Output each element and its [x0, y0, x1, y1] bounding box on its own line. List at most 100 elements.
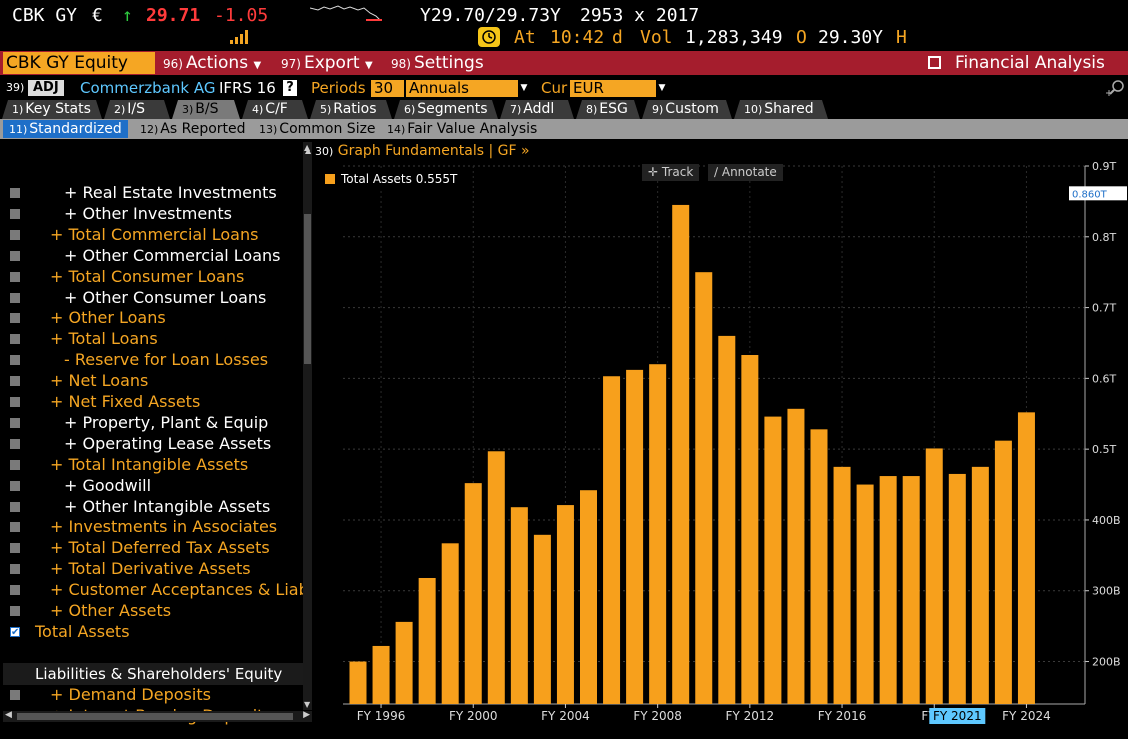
bar[interactable]	[833, 466, 851, 704]
bar[interactable]	[787, 408, 805, 704]
line-item-row[interactable]: + Other Intangible Assets	[3, 496, 303, 517]
security-field[interactable]: CBK GY Equity	[3, 52, 155, 74]
checkbox[interactable]	[10, 522, 20, 533]
legend-label[interactable]: Total Assets 0.555T	[340, 172, 458, 186]
export-menu[interactable]: 97) Export ▼	[281, 51, 373, 75]
line-item-row[interactable]: + Other Loans	[3, 307, 303, 328]
annotate-button[interactable]: ∕ Annotate	[708, 164, 783, 181]
checkbox[interactable]	[10, 606, 20, 616]
checkbox[interactable]	[10, 459, 20, 470]
line-item-row[interactable]: + Customer Acceptances & Liab	[3, 579, 309, 600]
vertical-scrollbar[interactable]: ▲ ▼	[303, 142, 312, 710]
tab-custom[interactable]: 9) Custom	[642, 100, 732, 119]
tab-esg[interactable]: 8) ESG	[576, 100, 640, 119]
checkbox[interactable]	[10, 355, 20, 366]
line-item-row[interactable]: Total Assets	[3, 621, 303, 643]
bar[interactable]	[695, 272, 713, 704]
bar[interactable]	[580, 490, 597, 704]
scroll-right-icon[interactable]: ▶	[303, 710, 310, 720]
line-item-row[interactable]: + Total Deferred Tax Assets	[3, 537, 303, 558]
line-item-row[interactable]: + Total Commercial Loans	[3, 224, 303, 245]
checkbox[interactable]	[10, 690, 20, 700]
track-button[interactable]: ✛ Track	[642, 164, 700, 181]
bar[interactable]	[856, 484, 874, 704]
line-item-row[interactable]: + Total Derivative Assets	[3, 558, 303, 579]
checkbox[interactable]	[10, 188, 20, 198]
line-item-row[interactable]: + Goodwill	[3, 475, 303, 496]
bar[interactable]	[533, 534, 551, 704]
tab-segments[interactable]: 6) Segments	[394, 100, 498, 119]
tab-standardized[interactable]: 11) Standardized	[3, 120, 128, 138]
bar[interactable]	[349, 661, 367, 704]
bar[interactable]	[487, 451, 505, 704]
line-item-row[interactable]: + Real Estate Investments	[3, 182, 303, 203]
bar[interactable]	[510, 507, 528, 704]
tab-ratios[interactable]: 5) Ratios	[310, 100, 392, 119]
tab-cash-flow[interactable]: 4) C/F	[242, 100, 308, 119]
scrollbar-thumb[interactable]	[17, 713, 293, 720]
bar[interactable]	[626, 369, 644, 704]
bar[interactable]	[464, 483, 482, 704]
checkbox[interactable]	[10, 334, 20, 345]
bar[interactable]	[994, 440, 1012, 704]
bar[interactable]	[925, 448, 943, 704]
horizontal-scrollbar[interactable]: ◀ ▶	[3, 710, 312, 722]
bar[interactable]	[395, 621, 413, 704]
checkbox[interactable]	[10, 397, 20, 407]
line-item-row[interactable]: + Net Loans	[3, 370, 303, 391]
bar[interactable]	[810, 429, 828, 704]
bar[interactable]	[1017, 412, 1035, 704]
checkbox[interactable]	[10, 438, 20, 449]
checkbox[interactable]	[10, 480, 20, 491]
tab-as-reported[interactable]: 12) As Reported	[140, 120, 246, 138]
tab-addl[interactable]: 7) Addl	[500, 100, 574, 119]
checkbox[interactable]	[10, 564, 20, 575]
bar[interactable]	[971, 466, 989, 704]
currency-select[interactable]: EUR ▼	[570, 80, 668, 97]
checkbox[interactable]	[10, 501, 20, 512]
checkbox[interactable]	[10, 622, 20, 643]
line-item-row[interactable]: + Net Fixed Assets	[3, 391, 303, 412]
tab-balance-sheet[interactable]: 3) B/S	[172, 100, 240, 119]
help-icon[interactable]: ?	[283, 80, 297, 96]
bar[interactable]	[902, 476, 920, 704]
bar[interactable]	[718, 335, 736, 704]
checkbox[interactable]	[10, 543, 20, 554]
periods-input[interactable]: 30	[371, 80, 404, 97]
financial-analysis-link[interactable]: Financial Analysis	[928, 51, 1105, 75]
bar[interactable]	[879, 476, 897, 704]
scrollbar-thumb[interactable]	[304, 214, 311, 364]
tab-fair-value-analysis[interactable]: 14) Fair Value Analysis	[387, 120, 537, 138]
tab-common-size[interactable]: 13) Common Size	[259, 120, 376, 138]
bar[interactable]	[672, 204, 690, 704]
checkbox[interactable]	[10, 271, 20, 282]
line-item-row[interactable]: + Other Investments	[3, 203, 303, 224]
checkbox[interactable]	[10, 292, 20, 303]
line-item-row[interactable]: + Total Intangible Assets	[3, 454, 303, 475]
checkbox[interactable]	[10, 208, 20, 219]
checkbox[interactable]	[10, 313, 20, 324]
line-item-row[interactable]: - Reserve for Loan Losses	[3, 349, 303, 370]
scroll-down-icon[interactable]: ▼	[304, 700, 311, 709]
line-item-row[interactable]: + Other Assets	[3, 600, 303, 621]
line-item-row[interactable]: + Other Consumer Loans	[3, 287, 303, 308]
bar[interactable]	[556, 505, 574, 704]
bar[interactable]	[418, 577, 436, 704]
settings-menu[interactable]: 98) Settings	[391, 51, 484, 75]
ticker-symbol[interactable]: CBK GY	[12, 5, 78, 26]
line-item-row[interactable]: + Other Commercial Loans	[3, 245, 303, 266]
checkbox[interactable]	[10, 585, 20, 596]
bar[interactable]	[741, 355, 759, 704]
line-item-row[interactable]: + Property, Plant & Equip	[3, 412, 303, 433]
scroll-up-icon[interactable]: ▲	[304, 143, 311, 152]
line-item-row[interactable]: + Investments in Associates	[3, 516, 303, 537]
actions-menu[interactable]: 96) Actions ▼	[163, 51, 261, 75]
tab-income-statement[interactable]: 2) I/S	[104, 100, 170, 119]
tab-shared[interactable]: 10) Shared	[734, 100, 828, 119]
checkbox[interactable]	[10, 250, 20, 261]
bar[interactable]	[764, 416, 782, 704]
bar[interactable]	[441, 543, 459, 704]
bar[interactable]	[649, 364, 667, 704]
checkbox[interactable]	[10, 229, 20, 240]
adj-button[interactable]: ADJ	[28, 80, 64, 96]
